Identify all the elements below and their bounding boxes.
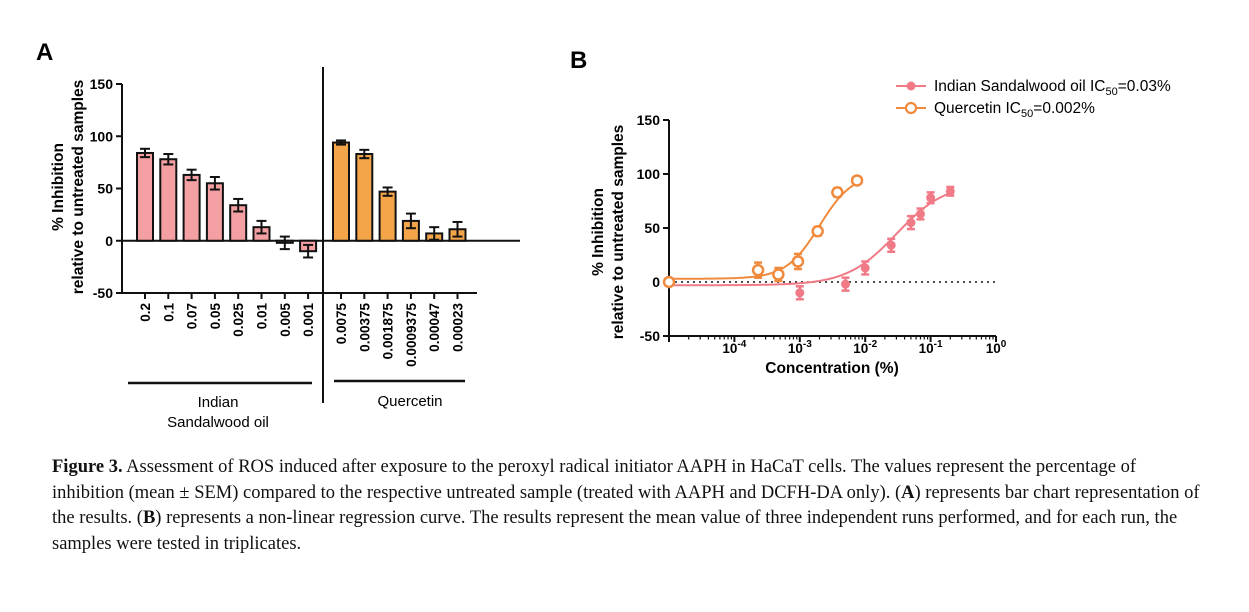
bar [159,158,178,242]
panel-b-label: B [570,47,587,74]
data-point [841,279,851,289]
panel-b-xlabel: Concentration (%) [765,360,898,377]
panel-b-y-tick-label: 0 [652,274,660,290]
panel-a-ylabel-line2: relative to untreated samples [70,80,87,295]
panel-b-y-tick-label: 150 [637,112,661,128]
data-point [915,209,925,219]
panel-a-x-tick-label: 0.00023 [451,303,466,352]
panel-a-ylabel-line1: % Inhibition [50,143,67,231]
legend-marker-quercetin [904,101,918,115]
legend-marker-sandalwood [906,81,916,91]
panel-b-y-tick-label: 50 [644,220,660,236]
panel-a-y-tick-label: 100 [90,128,114,144]
panel-a-label: A [36,39,53,66]
panel-a-x-tick-label: 0.05 [208,303,223,330]
panel-b-x-tick-label: 100 [986,339,1007,356]
bar [378,190,397,242]
bar [205,182,224,242]
data-point [791,255,805,268]
panel-b-ylabel-line2: relative to untreated samples [610,125,627,340]
legend-label-quercetin: Quercetin IC50=0.002% [934,100,1095,120]
panel-a-y-tick-label: -50 [93,285,113,301]
legend-item-quercetin: Quercetin IC50=0.002% [896,100,1095,120]
panel-b-x-tick-label: 10-3 [788,339,812,356]
panel-a-x-tick-label: 0.005 [278,303,293,337]
panel-a-y-tick-label: 150 [90,76,114,92]
fit-curve [669,192,951,287]
panel-a-x-tick-label: 0.07 [185,303,200,329]
bar [332,141,350,242]
panel-a-x-tick-label: 0.00375 [357,303,372,352]
panel-b-ylabel-line1: % Inhibition [590,188,607,276]
data-point [886,240,896,250]
data-point [831,186,844,199]
data-point [811,224,824,238]
caption-figure-label: Figure 3. [52,457,123,477]
panel-a-x-tick-label: 0.0009375 [404,303,419,367]
bar [355,153,374,242]
panel-a-x-tick-label: 0.01 [255,303,270,330]
caption-text-3: ) represents a non-linear regression cur… [52,508,1178,554]
legend: Indian Sandalwood oil IC50=0.03% Quercet… [896,78,1171,120]
caption-text-2: ) represents bar chart representation of… [52,482,1200,529]
bar [182,173,201,242]
panel-a-x-tick-label: 0.001875 [381,303,396,360]
panel-b-x-tick-label: 10-2 [853,339,877,356]
fit-curve [669,182,858,280]
caption-a-ref: A [901,482,915,503]
caption-text-1: Assessment of ROS induced after exposure… [52,457,1137,503]
panel-a-x-tick-label: 0.0075 [334,303,349,345]
group1-label-line1: Indian [198,394,239,411]
group2-label: Quercetin [377,393,442,410]
panel-b-plot: -50 0 50 100 150 10-4 10-3 10-2 10-1 100 [637,112,1007,356]
figure-3: A % Inhibition relative to untreated sam… [36,39,1171,431]
panel-a-plot: -50 0 50 100 150 0.2 0.1 0.07 0.05 0.025 0.01 0.005… [90,67,520,403]
panel-a-x-tick-label: 0.025 [231,303,246,337]
group1-label-line2: Sandalwood oil [167,414,269,431]
data-point [945,186,955,196]
panel-a-x-tick-label: 0.2 [138,303,153,322]
data-point [906,218,916,228]
panel-a-x-tick-label: 0.001 [301,303,316,337]
legend-item-sandalwood: Indian Sandalwood oil IC50=0.03% [896,78,1171,98]
panel-a-x-tick-label: 0.1 [161,303,176,322]
data-point [860,263,870,273]
data-point [772,268,785,281]
panel-a-y-tick-label: 50 [97,181,113,197]
legend-label-sandalwood: Indian Sandalwood oil IC50=0.03% [934,78,1171,98]
figure-caption: Figure 3. Assessment of ROS induced afte… [52,455,1202,557]
panel-a-y-tick-label: 0 [105,233,113,249]
bar [136,151,154,242]
panel-b-y-tick-label: 100 [637,166,661,182]
data-point [926,193,936,203]
panel-a-x-tick-label: 0.00047 [427,303,442,352]
panel-b-y-tick-label: -50 [640,328,660,344]
panel-b-x-tick-label: 10-1 [919,339,943,356]
panel-b-x-tick-label: 10-4 [722,339,746,356]
data-point [662,275,676,289]
data-point [751,263,765,277]
caption-b-ref: B [142,508,156,528]
data-point [795,288,805,298]
data-point [850,174,864,187]
